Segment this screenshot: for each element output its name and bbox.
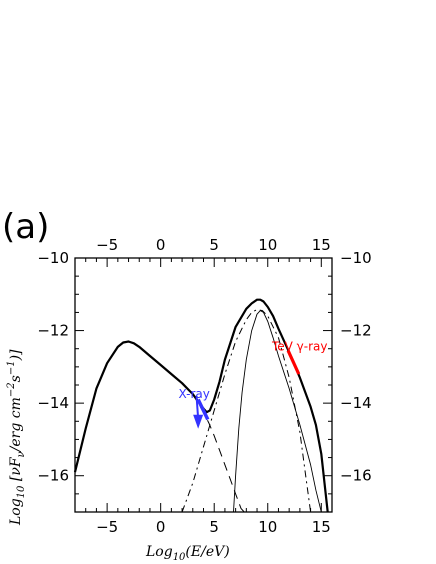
y-tick-label: −16 (37, 467, 69, 485)
axis-ticks: −5 −5 0 0 5 5 10 10 15 15 −10 −10 −12 −12 −14 −14 −16 −16 (37, 236, 371, 536)
y-tick-label-right: −16 (340, 467, 372, 485)
curves (73, 298, 329, 513)
x-axis-label: Log10(E/eV) (145, 544, 230, 563)
y-tick-label-right: −14 (340, 394, 372, 412)
x-tick-label-top: −5 (96, 236, 118, 254)
x-tick-label-top: 15 (312, 236, 331, 254)
curve-dashed (192, 393, 245, 513)
x-tick-label: −5 (96, 518, 118, 536)
y-tick-label: −10 (37, 249, 69, 267)
y-tick-label: −14 (37, 394, 69, 412)
x-tick-label: 10 (258, 518, 277, 536)
annotations: X-ray TeV γ-ray (179, 340, 328, 401)
x-tick-label: 5 (209, 518, 219, 536)
xray-arrow-shaft (195, 395, 200, 419)
x-tick-label: 15 (312, 518, 331, 536)
tev-data-segment (286, 349, 301, 375)
x-tick-label: 0 (156, 518, 166, 536)
xray-arrow-head (193, 414, 204, 429)
y-tick-label-right: −12 (340, 322, 372, 340)
panel-label: (a) (2, 207, 49, 247)
x-tick-label-top: 0 (156, 236, 166, 254)
curve-dash-dot (181, 309, 312, 513)
xray-data-segment (196, 398, 210, 421)
y-tick-label-right: −10 (340, 249, 372, 267)
y-tick-label: −12 (37, 322, 69, 340)
annotation-label: X-ray (179, 387, 210, 401)
x-tick-label-top: 10 (258, 236, 277, 254)
plot-frame (74, 257, 333, 513)
curve-solid-thin (233, 310, 322, 513)
y-axis-label: Log10 [νFν/erg cm−2s−1)] (6, 349, 27, 526)
x-tick-label-top: 5 (209, 236, 219, 254)
annotation-label: TeV γ-ray (271, 340, 328, 354)
